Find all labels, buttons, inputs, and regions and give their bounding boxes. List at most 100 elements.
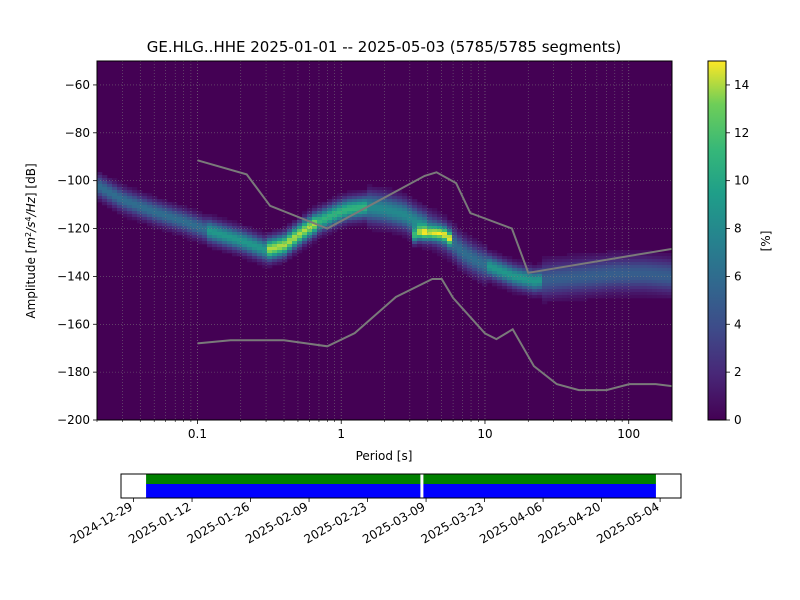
heat-cell xyxy=(622,262,628,266)
heat-cell xyxy=(627,268,633,272)
heat-cell xyxy=(557,292,563,296)
heat-cell xyxy=(657,277,663,281)
heat-cell xyxy=(247,238,253,242)
heat-cell xyxy=(157,205,163,209)
heat-cell xyxy=(322,235,328,239)
heat-cell xyxy=(657,283,663,287)
heat-cell xyxy=(577,256,583,260)
heat-cell xyxy=(272,235,278,239)
heat-cell xyxy=(297,217,303,221)
heat-cell xyxy=(352,220,358,224)
heat-cell xyxy=(377,229,383,233)
heat-cell xyxy=(332,220,338,224)
heat-cell xyxy=(427,223,433,227)
heat-cell xyxy=(287,244,293,248)
heat-cell xyxy=(357,196,363,200)
heat-cell xyxy=(267,235,273,239)
heat-cell xyxy=(527,274,533,278)
heat-cell xyxy=(307,238,313,242)
heat-cell xyxy=(507,259,513,263)
heat-cell xyxy=(112,178,118,182)
heat-cell xyxy=(532,289,538,293)
heat-cell xyxy=(577,283,583,287)
heat-cell xyxy=(167,220,173,224)
x-tick-label: 100 xyxy=(617,427,640,441)
heat-cell xyxy=(247,247,253,251)
heat-cell xyxy=(432,235,438,239)
heat-cell xyxy=(187,211,193,215)
heat-cell xyxy=(392,199,398,203)
heat-cell xyxy=(292,226,298,230)
heat-cell xyxy=(307,244,313,248)
heat-cell xyxy=(182,226,188,230)
heat-cell xyxy=(347,205,353,209)
heat-cell xyxy=(572,253,578,257)
heat-cell xyxy=(662,283,668,287)
heat-cell xyxy=(382,214,388,218)
heat-cell xyxy=(507,274,513,278)
heat-cell xyxy=(602,280,608,284)
heat-cell xyxy=(147,193,153,197)
heat-cell xyxy=(412,202,418,206)
heat-cell xyxy=(342,205,348,209)
heat-cell xyxy=(272,253,278,257)
heat-cell xyxy=(102,184,108,188)
heat-cell xyxy=(107,190,113,194)
heat-cell xyxy=(362,208,368,212)
heat-cell xyxy=(587,259,593,263)
heat-cell xyxy=(187,238,193,242)
heat-cell xyxy=(562,286,568,290)
heat-cell xyxy=(252,247,258,251)
heat-cell xyxy=(192,214,198,218)
heat-cell xyxy=(207,232,213,236)
heat-cell xyxy=(637,289,643,293)
heat-cell xyxy=(542,298,548,302)
heat-cell xyxy=(592,253,598,257)
heat-cell xyxy=(157,199,163,203)
heat-cell xyxy=(142,211,148,215)
heat-cell xyxy=(647,292,653,296)
heat-cell xyxy=(382,223,388,227)
heat-cell xyxy=(597,277,603,281)
heat-cell xyxy=(597,268,603,272)
heat-cell xyxy=(557,256,563,260)
heat-cell xyxy=(257,229,263,233)
y-tick-label: −60 xyxy=(65,78,90,92)
heat-cell xyxy=(667,271,672,275)
heat-cell xyxy=(242,253,248,257)
heat-cell xyxy=(232,247,238,251)
heat-cell xyxy=(572,271,578,275)
heat-cell xyxy=(467,244,473,248)
heat-cell xyxy=(407,199,413,203)
heat-cell xyxy=(417,214,423,218)
heat-cell xyxy=(287,253,293,257)
heatmap-layer xyxy=(97,172,672,305)
x-tick-label: 1 xyxy=(337,427,345,441)
heat-cell xyxy=(197,232,203,236)
heat-cell xyxy=(347,196,353,200)
heat-cell xyxy=(552,283,558,287)
heat-cell xyxy=(452,250,458,254)
heat-cell xyxy=(402,196,408,200)
heat-cell xyxy=(637,277,643,281)
heat-cell xyxy=(347,208,353,212)
heat-cell xyxy=(617,271,623,275)
heat-cell xyxy=(462,256,468,260)
heat-cell xyxy=(487,280,493,284)
heat-cell xyxy=(297,220,303,224)
heat-cell xyxy=(322,220,328,224)
heat-cell xyxy=(522,271,528,275)
heat-cell xyxy=(647,256,653,260)
heat-cell xyxy=(97,196,103,200)
heat-cell xyxy=(382,199,388,203)
heat-cell xyxy=(327,202,333,206)
heat-cell xyxy=(312,217,318,221)
heat-cell xyxy=(642,262,648,266)
heat-cell xyxy=(627,250,633,254)
heat-cell xyxy=(527,280,533,284)
heat-cell xyxy=(497,271,503,275)
colorbar-tick-label: 6 xyxy=(734,269,742,283)
heat-cell xyxy=(292,229,298,233)
heat-cell xyxy=(162,226,168,230)
heat-cell xyxy=(337,226,343,230)
